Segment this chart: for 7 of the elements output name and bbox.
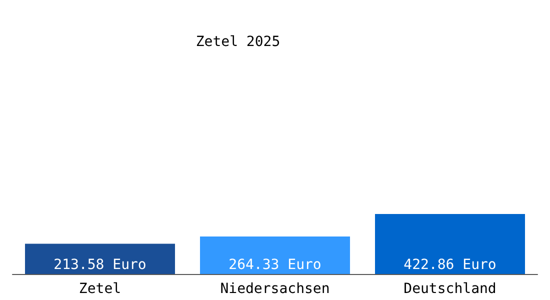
data-label: 422.86 Euro [404,257,496,273]
data-label: 264.33 Euro [228,257,322,273]
data-label: 213.58 Euro [54,257,146,273]
x-tick-label: Zetel [78,281,122,297]
chart-title: Zetel 2025 [196,34,280,50]
x-tick-label: Niedersachsen [220,281,330,297]
x-tick-label: Deutschland [404,281,496,297]
